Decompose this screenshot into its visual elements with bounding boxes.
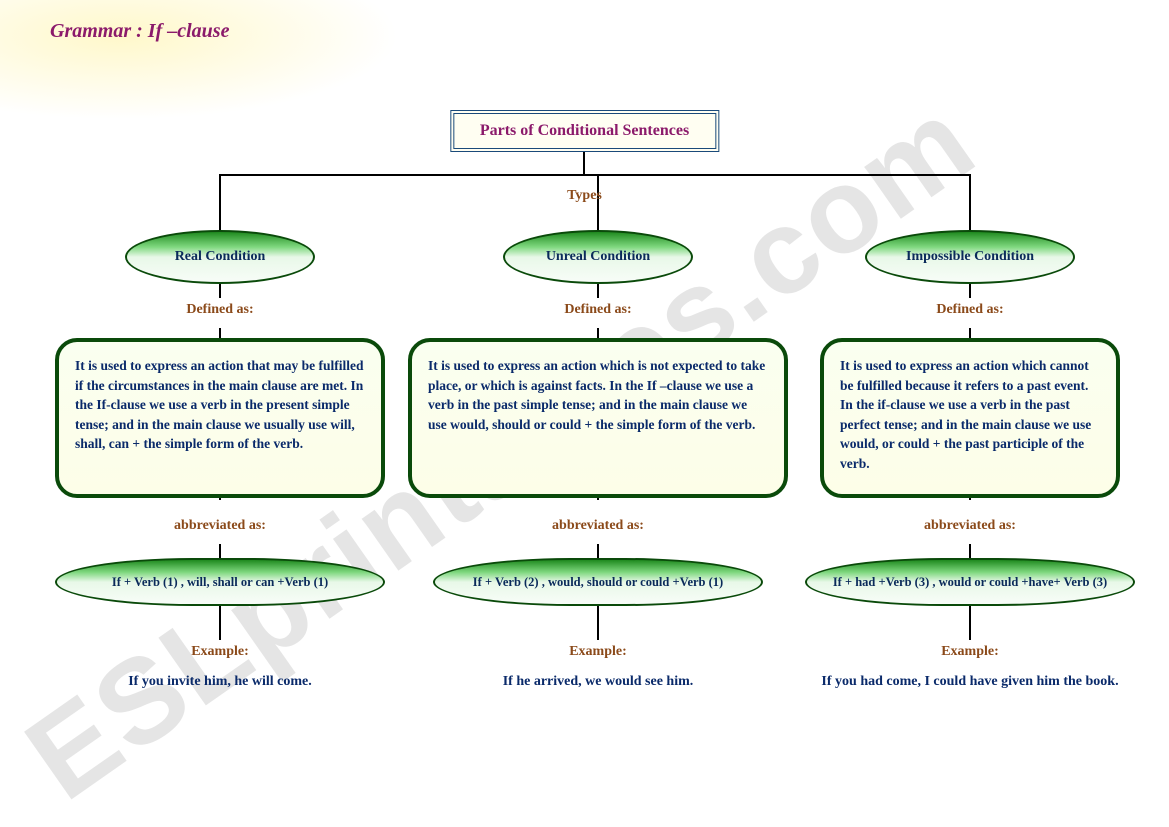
connector (219, 284, 221, 298)
connector (969, 328, 971, 338)
connector-to-col1 (219, 174, 221, 232)
connector (597, 284, 599, 298)
connector (219, 544, 221, 558)
connector-main-down (583, 152, 585, 174)
connector (969, 284, 971, 298)
connector (597, 498, 599, 500)
example-text-real: If you invite him, he will come. (70, 674, 370, 690)
column-unreal: Unreal Condition Defined as: It is used … (418, 230, 778, 690)
example-text-unreal: If he arrived, we would see him. (448, 674, 748, 690)
connector-horizontal (220, 174, 970, 176)
type-oval-real: Real Condition (125, 230, 315, 284)
type-oval-unreal: Unreal Condition (503, 230, 693, 284)
definition-box-impossible: It is used to express an action which ca… (820, 338, 1120, 498)
defined-label: Defined as: (186, 302, 253, 318)
formula-oval-impossible: If + had +Verb (3) , would or could +hav… (805, 558, 1135, 606)
example-text-impossible: If you had come, I could have given him … (820, 674, 1120, 690)
example-label: Example: (191, 644, 249, 660)
formula-oval-real: If + Verb (1) , will, shall or can +Verb… (55, 558, 385, 606)
connector (969, 606, 971, 640)
connector (597, 328, 599, 338)
abbreviated-label: abbreviated as: (174, 518, 266, 534)
connector (219, 498, 221, 500)
definition-box-unreal: It is used to express an action which is… (408, 338, 788, 498)
example-label: Example: (569, 644, 627, 660)
defined-label: Defined as: (936, 302, 1003, 318)
connector (597, 544, 599, 558)
definition-box-real: It is used to express an action that may… (55, 338, 385, 498)
connector (969, 544, 971, 558)
page-title: Grammar : If –clause (50, 20, 229, 43)
connector-to-col3 (969, 174, 971, 232)
defined-label: Defined as: (564, 302, 631, 318)
abbreviated-label: abbreviated as: (924, 518, 1016, 534)
connector (219, 328, 221, 338)
types-label: Types (567, 188, 602, 204)
connector (219, 606, 221, 640)
column-impossible: Impossible Condition Defined as: It is u… (790, 230, 1150, 690)
column-real: Real Condition Defined as: It is used to… (40, 230, 400, 690)
background-glow (0, 0, 400, 120)
connector (597, 606, 599, 640)
type-oval-impossible: Impossible Condition (865, 230, 1075, 284)
main-title-box: Parts of Conditional Sentences (450, 110, 719, 152)
formula-oval-unreal: If + Verb (2) , would, should or could +… (433, 558, 763, 606)
connector (969, 498, 971, 500)
example-label: Example: (941, 644, 999, 660)
abbreviated-label: abbreviated as: (552, 518, 644, 534)
